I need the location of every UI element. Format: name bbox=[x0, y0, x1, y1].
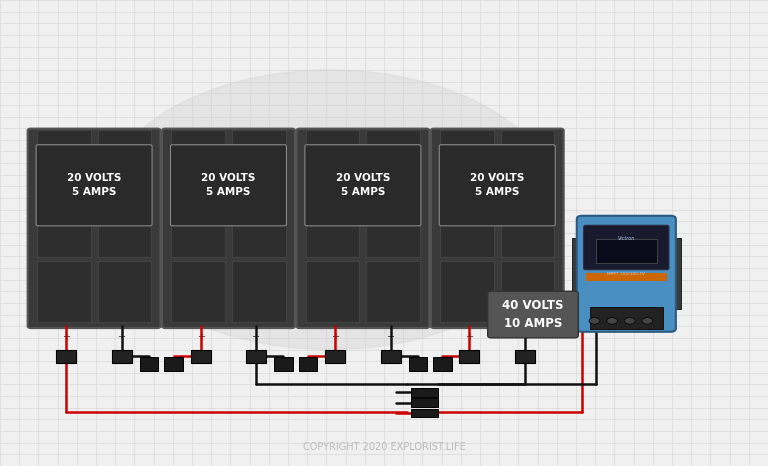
Text: −: − bbox=[521, 332, 529, 342]
FancyBboxPatch shape bbox=[577, 216, 676, 332]
Text: −: − bbox=[387, 332, 395, 342]
Bar bbox=[366, 196, 420, 257]
Text: +: + bbox=[197, 332, 204, 342]
Bar bbox=[306, 196, 359, 257]
Bar bbox=[590, 307, 663, 329]
Text: +: + bbox=[331, 332, 339, 342]
FancyBboxPatch shape bbox=[296, 129, 429, 328]
FancyBboxPatch shape bbox=[36, 145, 152, 226]
Bar bbox=[232, 196, 286, 257]
Text: 20 VOLTS
5 AMPS: 20 VOLTS 5 AMPS bbox=[201, 173, 256, 197]
Bar bbox=[409, 357, 427, 371]
Bar bbox=[190, 350, 210, 363]
Bar bbox=[596, 239, 657, 263]
Bar bbox=[306, 130, 359, 192]
Text: MY CAMPER: MY CAMPER bbox=[283, 287, 377, 301]
Bar bbox=[299, 357, 317, 371]
Bar bbox=[37, 196, 91, 257]
Bar bbox=[325, 350, 345, 363]
Bar bbox=[366, 130, 420, 192]
Bar bbox=[381, 350, 401, 363]
Bar bbox=[515, 350, 535, 363]
Bar bbox=[56, 350, 76, 363]
Bar bbox=[572, 238, 584, 309]
Bar bbox=[140, 357, 158, 371]
Bar bbox=[433, 357, 452, 371]
Bar bbox=[501, 130, 554, 192]
Bar bbox=[440, 261, 494, 322]
Text: life: life bbox=[411, 131, 439, 149]
Bar bbox=[440, 130, 494, 192]
Text: +: + bbox=[465, 332, 473, 342]
FancyBboxPatch shape bbox=[170, 145, 286, 226]
FancyBboxPatch shape bbox=[305, 145, 421, 226]
Circle shape bbox=[589, 318, 600, 324]
Bar bbox=[586, 273, 667, 281]
FancyBboxPatch shape bbox=[28, 129, 161, 328]
Bar bbox=[440, 196, 494, 257]
Circle shape bbox=[642, 318, 653, 324]
Bar bbox=[37, 130, 91, 192]
Bar bbox=[274, 357, 293, 371]
Bar bbox=[501, 261, 554, 322]
Bar bbox=[459, 350, 479, 363]
Bar bbox=[98, 261, 151, 322]
Bar bbox=[112, 350, 132, 363]
FancyBboxPatch shape bbox=[488, 291, 578, 338]
Circle shape bbox=[624, 318, 635, 324]
Bar bbox=[411, 388, 438, 397]
Text: −: − bbox=[118, 332, 126, 342]
Text: COPYRIGHT 2020 EXPLORIST.LIFE: COPYRIGHT 2020 EXPLORIST.LIFE bbox=[303, 442, 465, 452]
Bar bbox=[171, 261, 225, 322]
Bar bbox=[171, 196, 225, 257]
Text: EXPLORIST.: EXPLORIST. bbox=[239, 128, 391, 152]
Text: 20 VOLTS
5 AMPS: 20 VOLTS 5 AMPS bbox=[470, 173, 525, 197]
Bar bbox=[171, 130, 225, 192]
FancyBboxPatch shape bbox=[439, 145, 555, 226]
Bar bbox=[669, 238, 681, 309]
Bar bbox=[164, 357, 183, 371]
Text: 20 VOLTS
5 AMPS: 20 VOLTS 5 AMPS bbox=[67, 173, 121, 197]
FancyBboxPatch shape bbox=[584, 225, 669, 270]
Circle shape bbox=[100, 70, 561, 349]
Text: Victron: Victron bbox=[617, 236, 635, 241]
Bar bbox=[366, 261, 420, 322]
Bar bbox=[411, 409, 438, 417]
Bar bbox=[411, 398, 438, 407]
Bar bbox=[501, 196, 554, 257]
Text: −: − bbox=[253, 332, 260, 342]
Text: 20 VOLTS
5 AMPS: 20 VOLTS 5 AMPS bbox=[336, 173, 390, 197]
Bar bbox=[232, 130, 286, 192]
FancyBboxPatch shape bbox=[162, 129, 295, 328]
Bar bbox=[98, 196, 151, 257]
Circle shape bbox=[607, 318, 617, 324]
Bar bbox=[37, 261, 91, 322]
Bar bbox=[232, 261, 286, 322]
Text: 40 VOLTS
10 AMPS: 40 VOLTS 10 AMPS bbox=[502, 299, 564, 330]
FancyBboxPatch shape bbox=[431, 129, 564, 328]
Bar bbox=[247, 350, 266, 363]
Bar bbox=[98, 130, 151, 192]
Bar bbox=[306, 261, 359, 322]
Text: MPPT 100/100-TV: MPPT 100/100-TV bbox=[607, 272, 645, 276]
Text: +: + bbox=[62, 332, 70, 342]
